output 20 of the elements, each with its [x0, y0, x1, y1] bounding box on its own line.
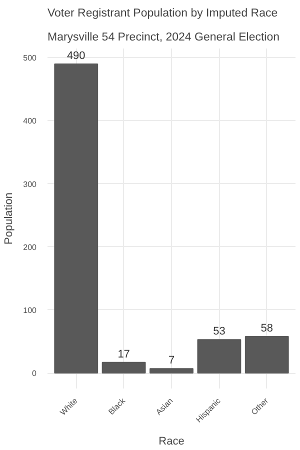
- data-label: 7: [168, 354, 175, 367]
- x-axis-title: Race: [158, 436, 184, 448]
- y-tick-label: 0: [32, 369, 38, 378]
- data-label: 17: [118, 348, 130, 360]
- bar: [102, 362, 146, 374]
- bar: [150, 368, 194, 374]
- data-label: 53: [213, 326, 226, 338]
- y-tick-label: 400: [23, 116, 38, 126]
- data-label: 490: [66, 50, 86, 62]
- chart-title: Voter Registrant Population by Imputed Race: [48, 8, 278, 20]
- y-axis-title: Population: [3, 192, 16, 244]
- chart-subtitle: Marysville 54 Precinct, 2024 General Election: [48, 32, 280, 44]
- y-tick-label: 300: [23, 180, 38, 189]
- bar: [244, 336, 289, 374]
- y-tick-label: 100: [23, 306, 38, 315]
- data-label: 58: [260, 322, 274, 334]
- y-tick-label: 200: [23, 242, 38, 252]
- bar: [197, 339, 242, 374]
- bar: [54, 63, 98, 374]
- y-tick-label: 500: [23, 54, 38, 63]
